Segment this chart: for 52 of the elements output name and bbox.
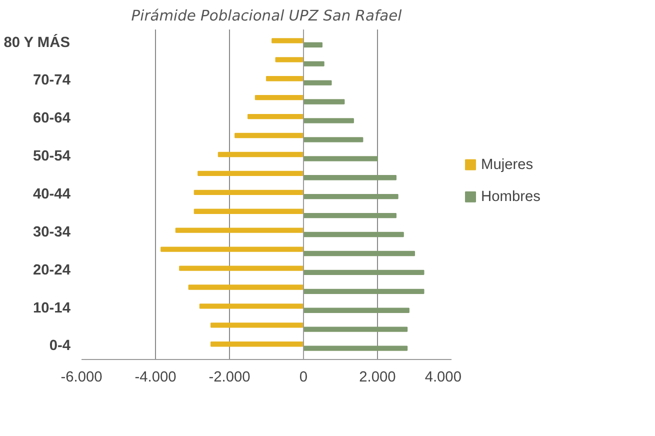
bar [303,156,378,162]
bar [303,326,408,332]
bar [303,250,415,256]
bar [303,212,396,218]
y-tick-label: 30-34 [33,224,72,240]
y-tick-label: 50-54 [33,148,72,165]
bar [199,304,304,309]
bar [303,42,322,48]
y-tick-label: 80 Y MÁS [4,34,70,51]
bar [210,322,304,328]
bar [303,61,324,66]
bar [303,194,398,200]
bar [275,57,304,62]
bar [303,80,332,86]
bar [198,170,304,176]
y-tick-label: 0-4 [49,338,72,354]
x-tick-label: 4.000 [424,370,462,386]
bar [179,266,304,271]
y-tick-label: 10-14 [33,300,72,316]
bar [194,208,304,214]
bar [234,132,304,138]
bar [303,118,354,124]
bar [160,246,304,252]
bar [188,284,304,290]
bar [303,99,345,104]
x-tick-label: 0 [299,370,308,386]
x-tick-label: 2.000 [359,370,396,386]
y-tick-label: 60-64 [33,110,72,127]
bar [303,175,396,180]
bar [303,137,364,142]
x-tick-label: -6.000 [60,370,102,386]
bar [194,190,304,195]
bar [254,95,304,100]
bar [175,228,304,233]
bar [303,270,424,276]
x-tick-label: -4.000 [134,370,176,386]
y-tick-label: 40-44 [33,186,72,202]
legend-label: Hombres [481,188,540,205]
legend-label: Mujeres [481,156,534,173]
y-tick-label: 70-74 [33,72,72,89]
bar [266,76,304,82]
bar [218,152,304,158]
bar [272,38,304,44]
bar [303,346,408,351]
bar [248,114,304,120]
bar [303,308,410,313]
chart-title: Pirámide Poblacional UPZ San Rafael [131,8,402,24]
y-tick-label: 20-24 [33,262,72,278]
bar [303,232,404,238]
bar [303,288,424,294]
bar [210,342,304,347]
x-tick-label: -2.000 [208,370,250,386]
